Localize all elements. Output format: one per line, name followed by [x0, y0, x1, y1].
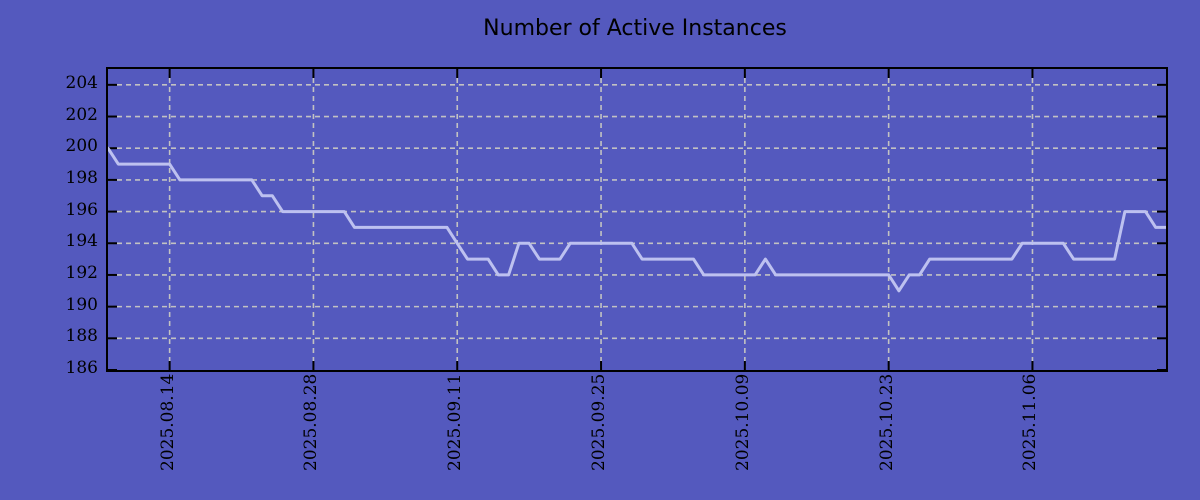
y-axis-label: 190: [65, 294, 98, 315]
y-axis-label: 196: [65, 199, 98, 220]
chart-title: Number of Active Instances: [483, 16, 787, 41]
x-axis-label: 2025.10.23: [876, 373, 897, 471]
y-axis-label: 188: [65, 326, 98, 347]
chart-canvas: [108, 69, 1166, 370]
x-axis-label: 2025.10.09: [732, 373, 753, 471]
y-axis-label: 192: [65, 262, 98, 283]
plot-area: [106, 67, 1168, 372]
y-axis-label: 204: [65, 72, 98, 93]
data-line-active-instances: [108, 146, 1166, 293]
x-axis-label: 2025.11.06: [1020, 373, 1041, 471]
y-axis-label: 198: [65, 167, 98, 188]
y-axis-label: 202: [65, 104, 98, 125]
y-axis-label: 186: [65, 358, 98, 378]
x-axis-label: 2025.09.11: [445, 373, 466, 471]
x-axis-label: 2025.08.14: [157, 373, 178, 471]
x-axis-label: 2025.09.25: [589, 373, 610, 471]
x-axis-label: 2025.08.28: [301, 373, 322, 471]
y-axis-label: 200: [65, 136, 98, 157]
y-axis-label: 194: [65, 231, 98, 252]
